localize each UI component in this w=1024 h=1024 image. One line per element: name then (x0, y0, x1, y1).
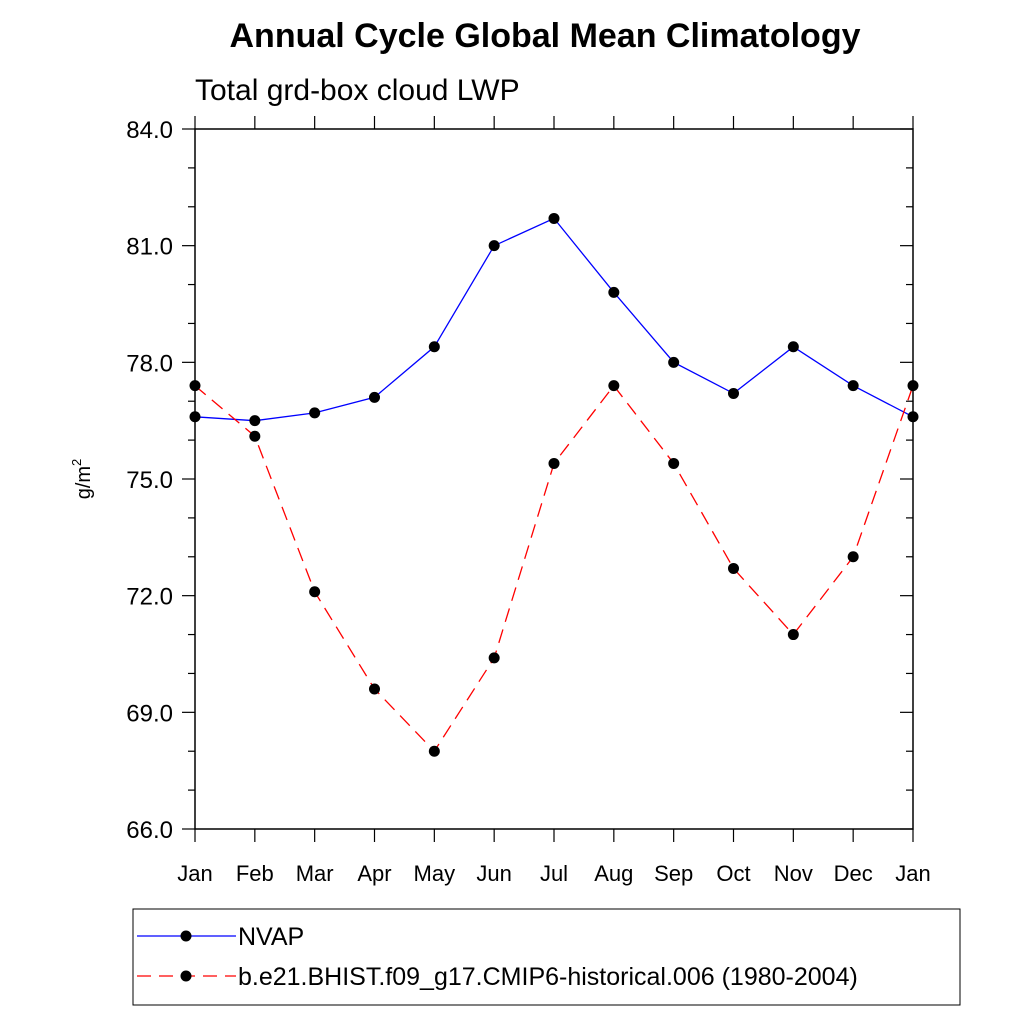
series-markers (189, 212, 919, 757)
series-1-point (608, 286, 620, 298)
series-1-point (847, 380, 859, 392)
y-tick-label: 75.0 (126, 467, 173, 494)
series-2-point (907, 380, 919, 392)
series-2-point (787, 629, 799, 641)
y-tick-labels: 66.0 69.0 72.0 75.0 78.0 81.0 84.0 (126, 117, 173, 844)
chart-title: Annual Cycle Global Mean Climatology (230, 17, 861, 55)
series-lines (194, 217, 914, 753)
x-tick-label: May (414, 861, 456, 886)
x-tick-label: Jan (177, 861, 212, 886)
x-tick-label: Oct (716, 861, 750, 886)
series-2-point (189, 380, 201, 392)
legend-marker-1 (180, 930, 192, 942)
x-tick-labels: Jan Feb Mar Apr May Jun Jul Aug Sep Oct Nov Dec Jan (177, 861, 930, 886)
series-1-point (309, 407, 321, 419)
series-1-point (548, 212, 560, 224)
series-1-point (428, 341, 440, 353)
x-tick-label: Jul (540, 861, 568, 886)
y-tick-label: 69.0 (126, 700, 173, 727)
y-tick-label: 84.0 (126, 117, 173, 144)
series-2-point (548, 457, 560, 469)
x-tick-label: Aug (594, 861, 633, 886)
y-axis-label-text: g/m (73, 466, 95, 499)
series-1-point (728, 387, 739, 399)
x-tick-label: Nov (774, 861, 813, 886)
y-tick-label: 78.0 (126, 350, 173, 377)
series-1-point (668, 356, 680, 368)
plot-frame (194, 128, 914, 830)
legend-marker-2 (180, 970, 192, 982)
x-tick-label: Mar (296, 861, 334, 886)
legend-box (132, 908, 961, 1006)
x-tick-label: Dec (834, 861, 873, 886)
series-2-point (309, 586, 321, 598)
y-axis-label: g/m2 (69, 459, 95, 500)
y-axis-label-superscript: 2 (69, 459, 84, 466)
series-2-point (369, 683, 380, 695)
chart-subtitle: Total grd-box cloud LWP (195, 74, 520, 107)
series-1-point (488, 240, 500, 252)
series-2-point (428, 745, 440, 757)
series-2-point (668, 457, 680, 469)
legend: NVAP b.e21.BHIST.f09_g17.CMIP6-historical… (137, 923, 858, 991)
series-2-point (249, 430, 261, 442)
x-tick-label: Apr (357, 861, 391, 886)
y-tick-label: 72.0 (126, 584, 173, 611)
series-2-point (608, 380, 620, 392)
legend-label-2: b.e21.BHIST.f09_g17.CMIP6-historical.006… (238, 963, 858, 991)
y-tick-label: 81.0 (126, 234, 173, 261)
series-2-point (847, 551, 859, 563)
x-tick-label: Feb (236, 861, 274, 886)
x-tick-label: Jun (476, 861, 511, 886)
series-2-point (728, 562, 739, 574)
axis-ticks (182, 116, 914, 842)
series-1-point (369, 391, 380, 403)
x-tick-label: Sep (654, 861, 693, 886)
series-1-point (189, 411, 201, 423)
series-line-1 (194, 217, 914, 422)
series-1-point (787, 341, 799, 353)
series-1-point (907, 411, 919, 423)
series-line-2 (194, 384, 914, 753)
legend-label-1: NVAP (238, 923, 304, 951)
y-tick-label: 66.0 (126, 817, 173, 844)
series-1-point (249, 415, 261, 427)
svg-text:g/m2: g/m2 (69, 459, 95, 500)
x-tick-label: Jan (895, 861, 930, 886)
series-2-point (488, 652, 500, 664)
